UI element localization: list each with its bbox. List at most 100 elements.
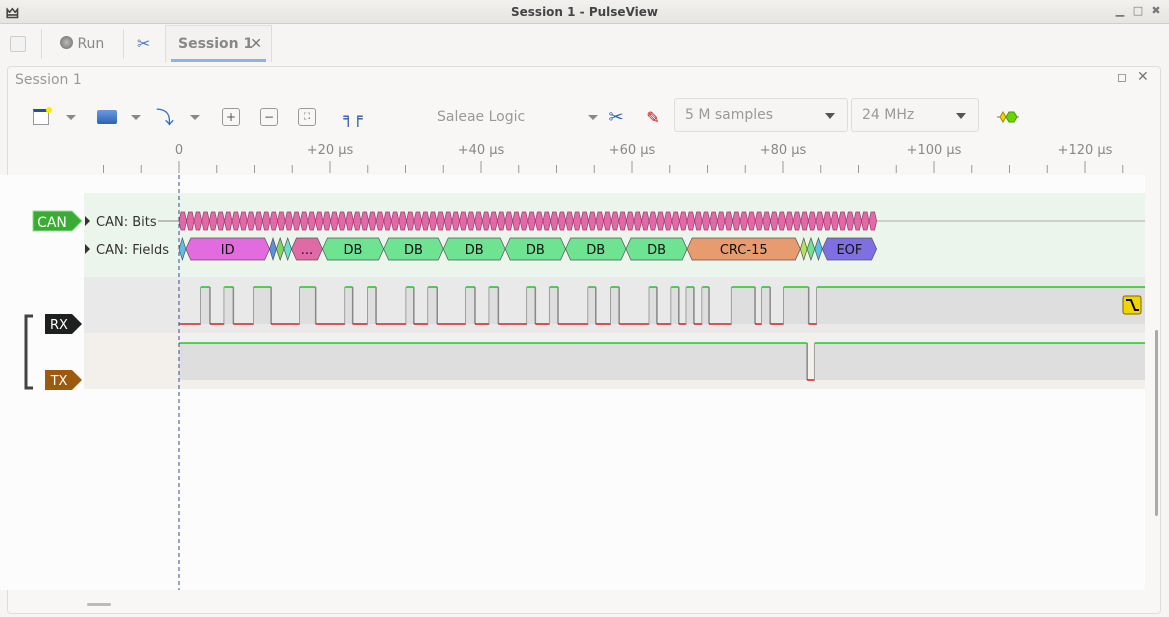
can-bit — [269, 211, 278, 231]
can-bit — [853, 211, 862, 231]
can-bit — [792, 211, 802, 231]
can-bit — [497, 211, 506, 231]
can-field — [821, 237, 878, 261]
can-bit — [459, 211, 468, 231]
decoder-row-label: CAN: Bits — [96, 215, 157, 230]
can-bit — [322, 211, 332, 231]
ruler-label: +60 µs — [609, 143, 656, 158]
can-bit — [383, 211, 392, 231]
can-bit — [777, 211, 786, 231]
can-bit — [550, 211, 559, 231]
can-field-label: DB — [344, 243, 363, 258]
high-fill — [686, 287, 694, 324]
can-bit — [390, 211, 400, 231]
group-bracket — [24, 314, 33, 390]
decoder-row-label: CAN: Fields — [96, 243, 169, 258]
cursor-icon[interactable]: ╕╒ — [343, 107, 363, 127]
run-button[interactable]: Run — [60, 25, 104, 63]
open-file-icon[interactable] — [96, 105, 118, 129]
device-config-icon[interactable]: ✂ — [608, 106, 624, 128]
probe-config-icon[interactable]: ✎ — [646, 107, 660, 127]
float-panel-icon[interactable]: ◻ — [1117, 70, 1127, 84]
can-field-label: DB — [465, 243, 484, 258]
trace-view[interactable]: CAN CAN: Bits CAN: Fields ID... DB DB DB DB DB DB… — [0, 175, 1145, 590]
can-badge-label: CAN — [37, 215, 67, 231]
samplerate-select[interactable]: 24 MHz — [851, 98, 979, 132]
high-fill — [816, 287, 1145, 324]
close-panel-icon[interactable]: ✕ — [1137, 69, 1149, 85]
high-fill — [731, 287, 756, 324]
can-bit — [193, 211, 203, 231]
can-bit — [830, 211, 840, 231]
new-session-icon[interactable] — [10, 36, 26, 52]
can-field-label: ID — [221, 243, 235, 258]
ruler-label: +80 µs — [760, 143, 807, 158]
can-bit — [504, 211, 514, 231]
ruler-label: +40 µs — [458, 143, 505, 158]
minimize-icon[interactable]: ▁ — [1115, 4, 1125, 17]
can-bit — [239, 211, 248, 231]
app-logo-icon: 🜲 — [6, 6, 19, 22]
sample-count-select[interactable]: 5 M samples — [674, 98, 848, 132]
device-selector[interactable]: Saleae Logic — [428, 105, 598, 129]
settings-tools-icon[interactable]: ✂ — [137, 34, 151, 53]
zoom-fit-icon[interactable]: ⛶ — [298, 108, 316, 126]
can-bit — [754, 211, 764, 231]
can-bit — [656, 211, 665, 231]
save-icon[interactable]: ⤵ — [156, 108, 174, 129]
add-decoder-icon[interactable] — [996, 105, 1020, 129]
new-view-dropdown[interactable] — [65, 105, 77, 129]
can-bit — [307, 211, 316, 231]
can-bit — [838, 211, 847, 231]
high-fill — [253, 287, 272, 324]
can-bit — [747, 211, 756, 231]
tab-session-1[interactable]: Session 1 ✕ — [165, 25, 272, 62]
trace-canvas[interactable]: CAN CAN: Bits CAN: Fields ID... DB DB DB DB DB DB… — [0, 175, 1145, 590]
can-bit — [466, 211, 476, 231]
can-bit — [641, 211, 650, 231]
zoom-in-icon[interactable]: + — [222, 108, 240, 126]
ruler-label: +100 µs — [907, 143, 962, 158]
can-bit — [709, 211, 718, 231]
horizontal-scrollbar[interactable] — [87, 603, 111, 606]
can-bit — [686, 211, 695, 231]
can-bit — [626, 211, 635, 231]
can-bit — [618, 211, 627, 231]
can-bit — [671, 211, 680, 231]
high-fill — [465, 287, 475, 324]
can-bit — [815, 211, 824, 231]
high-fill — [610, 287, 620, 324]
can-bit — [246, 211, 256, 231]
high-fill — [299, 287, 316, 324]
high-fill — [783, 287, 809, 324]
can-bit — [565, 211, 574, 231]
open-dropdown[interactable] — [130, 105, 142, 129]
channel-badge-rx — [45, 314, 82, 334]
can-bit — [770, 211, 779, 231]
can-field-label: EOF — [836, 243, 862, 258]
channel-label: RX — [50, 318, 68, 333]
title-bar: 🜲 Session 1 - PulseView ▁ □ ✖ — [0, 0, 1169, 24]
can-field-label: DB — [647, 243, 666, 258]
vertical-scrollbar[interactable] — [1155, 330, 1158, 516]
new-view-icon[interactable] — [31, 105, 52, 129]
high-fill — [428, 287, 438, 324]
save-dropdown[interactable] — [189, 105, 201, 129]
expand-row-icon — [85, 244, 90, 254]
zoom-out-icon[interactable]: − — [260, 108, 278, 126]
close-tab-icon[interactable]: ✕ — [250, 36, 262, 52]
maximize-icon[interactable]: □ — [1132, 4, 1144, 17]
can-bit — [208, 211, 218, 231]
close-window-icon[interactable]: ✖ — [1151, 4, 1161, 17]
can-bit — [481, 211, 491, 231]
can-bit — [398, 211, 407, 231]
can-bit — [224, 211, 233, 231]
can-bit — [474, 211, 483, 231]
can-bit — [588, 211, 597, 231]
panel-title: Session 1 — [15, 72, 82, 88]
can-bit — [436, 211, 445, 231]
run-icon — [60, 36, 73, 49]
can-badge — [32, 210, 83, 232]
high-fill — [549, 287, 559, 324]
time-ruler[interactable]: 0 +20 µs +40 µs +60 µs +80 µs +100 µs +120 µs — [84, 135, 1154, 175]
